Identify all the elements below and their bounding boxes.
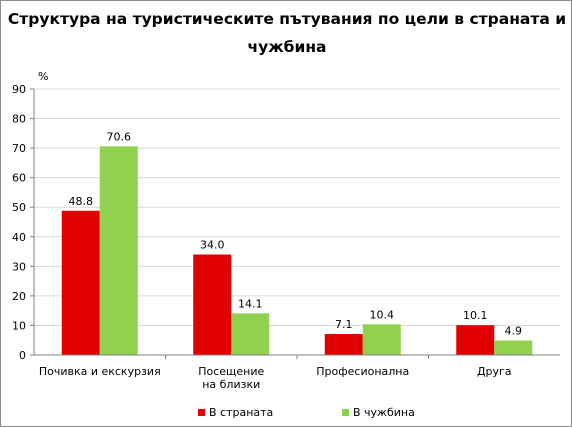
chart-title-line-1: Структура на туристическите пътувания по… bbox=[7, 10, 567, 28]
y-tick-label: 90 bbox=[12, 83, 26, 96]
axes bbox=[30, 88, 560, 359]
data-label: 34.0 bbox=[200, 239, 225, 252]
bar bbox=[456, 325, 495, 355]
x-tick-label: Почивка и екскурзия bbox=[39, 365, 161, 378]
y-tick-label: 20 bbox=[12, 290, 26, 303]
legend-swatch bbox=[198, 409, 205, 416]
x-tick-label: Друга bbox=[477, 365, 512, 378]
y-tick-label: 0 bbox=[19, 349, 26, 362]
chart-title-line-2: чужбина bbox=[247, 38, 327, 56]
bar bbox=[324, 334, 363, 355]
data-label: 14.1 bbox=[238, 297, 263, 310]
chart-title: Структура на туристическите пътувания по… bbox=[1, 5, 572, 61]
labels: 0 10 20 30 40 50 60 70 80 90% 48.8 70.6 Почивка и ек… bbox=[12, 70, 522, 391]
x-tick-label: Посещение bbox=[198, 365, 264, 378]
y-tick-label: 10 bbox=[12, 319, 26, 332]
legend: В страната В чужбина bbox=[198, 406, 415, 419]
x-tick-label: на близки bbox=[202, 378, 260, 391]
bar bbox=[231, 313, 270, 355]
data-label: 7.1 bbox=[335, 318, 353, 331]
y-tick-label: 40 bbox=[12, 231, 26, 244]
y-tick-label: 50 bbox=[12, 201, 26, 214]
bars bbox=[61, 146, 533, 355]
x-tick-label: Професионална bbox=[316, 365, 409, 378]
y-axis-label: % bbox=[38, 70, 48, 83]
legend-label: В чужбина bbox=[353, 406, 415, 419]
y-tick-label: 80 bbox=[12, 113, 26, 126]
y-tick-label: 60 bbox=[12, 172, 26, 185]
data-label: 10.1 bbox=[463, 309, 488, 322]
bar bbox=[193, 254, 232, 355]
bar bbox=[494, 340, 533, 355]
bar bbox=[61, 210, 100, 355]
data-label: 10.4 bbox=[370, 308, 395, 321]
legend-swatch bbox=[342, 409, 349, 416]
data-label: 4.9 bbox=[505, 325, 523, 338]
y-tick-label: 70 bbox=[12, 142, 26, 155]
data-label: 70.6 bbox=[107, 130, 132, 143]
data-label: 48.8 bbox=[69, 195, 94, 208]
bar bbox=[362, 324, 401, 355]
bar bbox=[99, 146, 138, 355]
legend-label: В страната bbox=[209, 406, 273, 419]
y-tick-label: 30 bbox=[12, 260, 26, 273]
